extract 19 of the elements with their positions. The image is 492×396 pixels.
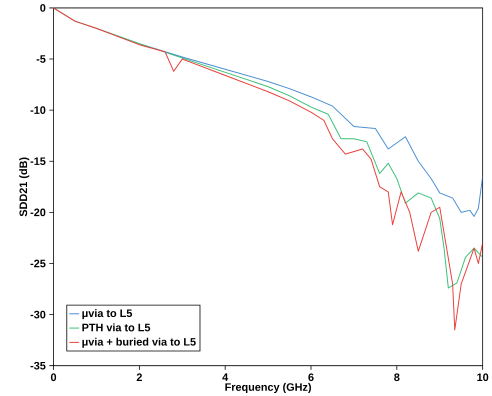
x-tick-label: 0 — [50, 373, 56, 381]
x-tick-label: 2 — [136, 373, 142, 381]
y-axis-title: SDD21 (dB) — [19, 157, 30, 216]
y-tick-label: -20 — [30, 208, 46, 216]
y-tick-label: -15 — [30, 157, 46, 165]
y-tick-label: -25 — [30, 259, 46, 268]
y-tick-label: -5 — [36, 55, 46, 63]
x-tick-label: 10 — [477, 373, 488, 381]
y-tick-label: -35 — [30, 362, 46, 370]
y-tick-label: 0 — [40, 4, 46, 12]
x-tick-label: 4 — [222, 373, 228, 381]
x-tick-label: 8 — [394, 373, 400, 381]
legend-label: PTH via to L5 — [82, 323, 150, 332]
y-tick-label: -30 — [30, 310, 46, 318]
x-tick-label: 6 — [308, 373, 314, 381]
legend-label: μvia + buried via to L5 — [82, 338, 196, 348]
legend-label: μvia to L5 — [82, 308, 132, 320]
x-axis-title: Frequency (GHz) — [225, 382, 311, 393]
y-tick-label: -10 — [30, 106, 46, 114]
